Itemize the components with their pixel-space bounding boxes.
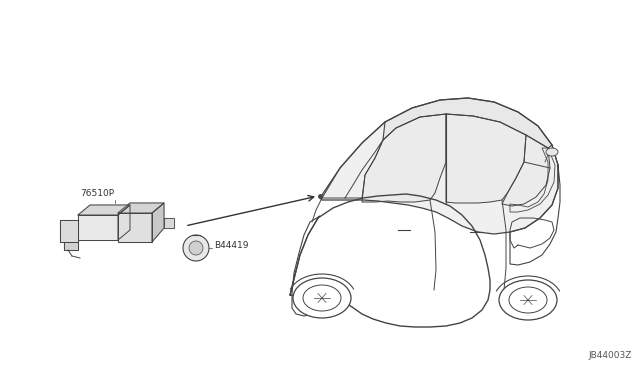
Polygon shape: [290, 194, 490, 327]
Text: B44419: B44419: [214, 241, 248, 250]
Polygon shape: [383, 98, 552, 148]
Polygon shape: [362, 114, 446, 202]
Polygon shape: [60, 220, 78, 242]
Polygon shape: [152, 203, 164, 242]
Circle shape: [183, 235, 209, 261]
Polygon shape: [502, 135, 550, 206]
Polygon shape: [446, 114, 526, 203]
Polygon shape: [64, 242, 78, 250]
Polygon shape: [118, 213, 152, 242]
Polygon shape: [78, 205, 130, 215]
Polygon shape: [164, 218, 174, 228]
Text: 76510P: 76510P: [80, 189, 114, 198]
Polygon shape: [118, 203, 164, 213]
Text: JB44003Z: JB44003Z: [589, 351, 632, 360]
Ellipse shape: [546, 148, 558, 156]
Polygon shape: [118, 205, 130, 240]
Ellipse shape: [293, 278, 351, 318]
Circle shape: [189, 241, 203, 255]
Ellipse shape: [499, 280, 557, 320]
Polygon shape: [78, 215, 118, 240]
Polygon shape: [320, 98, 558, 234]
